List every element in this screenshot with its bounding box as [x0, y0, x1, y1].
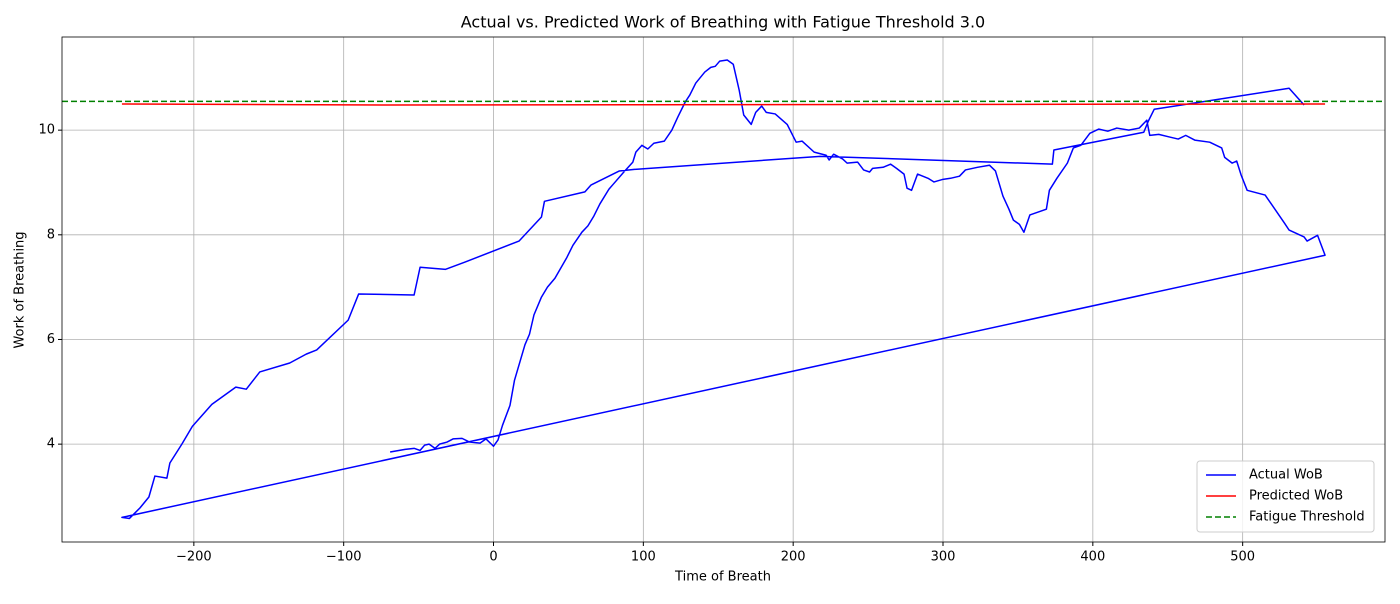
- plot-frame: [61, 36, 1386, 543]
- y-tick-label: 6: [47, 332, 55, 347]
- x-tick-label: 500: [1230, 550, 1255, 565]
- x-tick-label: −100: [326, 550, 362, 565]
- x-tick-label: 400: [1080, 550, 1105, 565]
- data-line: [121, 59, 1326, 520]
- legend-label: Predicted WoB: [1249, 489, 1343, 504]
- x-tick-label: 100: [631, 550, 656, 565]
- y-axis-label: Work of Breathing: [13, 231, 28, 348]
- legend-box: [1196, 460, 1375, 533]
- legend-label: Fatigue Threshold: [1249, 510, 1365, 525]
- x-tick-label: −200: [176, 550, 212, 565]
- data-line: [121, 103, 1326, 106]
- x-tick-label: 0: [489, 550, 497, 565]
- y-tick-label: 8: [47, 227, 55, 242]
- x-tick-label: 200: [781, 550, 806, 565]
- y-tick-label: 10: [38, 123, 55, 138]
- y-tick-label: 4: [47, 437, 55, 452]
- legend-label: Actual WoB: [1249, 468, 1323, 483]
- chart-title: Actual vs. Predicted Work of Breathing w…: [461, 13, 985, 32]
- x-axis-label: Time of Breath: [674, 570, 771, 585]
- x-tick-label: 300: [931, 550, 956, 565]
